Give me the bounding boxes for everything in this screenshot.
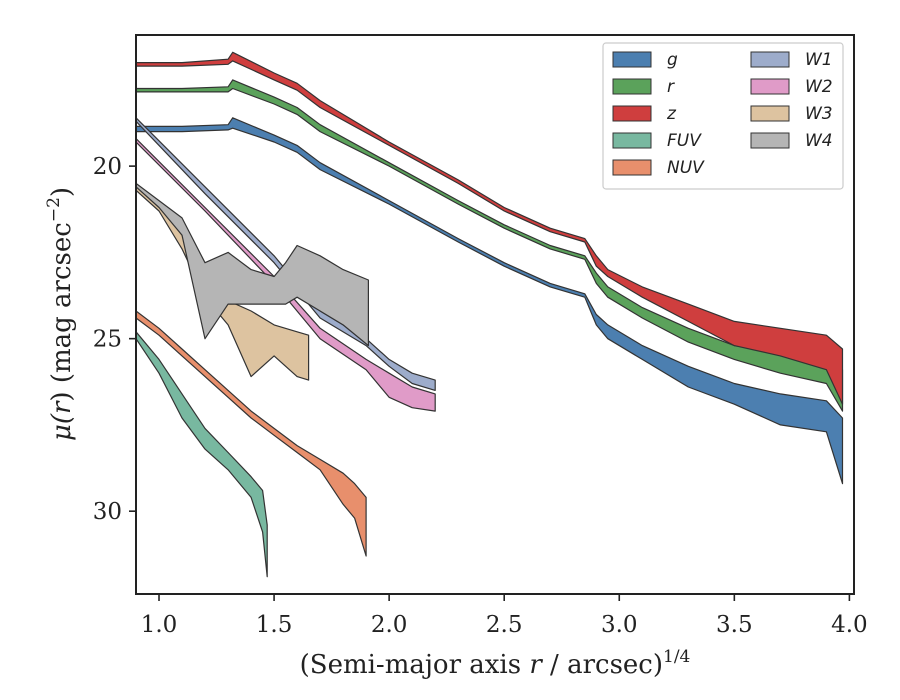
legend-label-r: r — [667, 77, 675, 97]
y-tick-label: 25 — [93, 327, 122, 353]
legend-label-w2: W2 — [805, 77, 833, 97]
series-layer — [136, 51, 844, 578]
plot-frame — [135, 34, 855, 595]
legend-swatch-w4 — [750, 132, 790, 149]
x-tick-label: 1.0 — [141, 612, 178, 638]
legend: grz FUV NUV W1 W2 W3 W4 — [602, 42, 844, 190]
series-band-w2 — [136, 137, 436, 412]
legend-swatch-nuv — [612, 159, 652, 176]
x-axis-label: (Semi-major axis r / arcsec)1/4 — [300, 647, 691, 680]
legend-label-w3: W3 — [805, 104, 833, 124]
series-band-fuv — [136, 331, 268, 578]
x-tick-label: 2.5 — [486, 612, 523, 638]
legend-swatch-w3 — [750, 105, 790, 122]
x-tick-label: 3.5 — [716, 612, 753, 638]
legend-label-w4: W4 — [805, 131, 833, 151]
legend-label-w1: W1 — [805, 50, 833, 70]
series-band-g — [136, 117, 844, 485]
legend-swatch-g — [612, 51, 652, 68]
legend-swatch-w1 — [750, 51, 790, 68]
x-axis-ticks: 1.0 1.5 2.0 2.5 3.0 3.5 4.0 — [141, 594, 868, 638]
legend-label-nuv: NUV — [667, 158, 705, 178]
x-tick-label: 1.5 — [256, 612, 293, 638]
series-band-r — [136, 79, 844, 412]
series-band-z — [136, 51, 844, 405]
y-axis-ticks: 20 25 30 — [93, 154, 136, 525]
y-tick-label: 30 — [93, 499, 122, 525]
series-band-nuv — [136, 310, 367, 557]
legend-swatch-w2 — [750, 78, 790, 95]
series-band-w4 — [136, 182, 369, 347]
legend-label-g: g — [667, 50, 678, 70]
x-tick-label: 4.0 — [831, 612, 868, 638]
x-tick-label: 3.0 — [601, 612, 638, 638]
legend-label-fuv: FUV — [667, 131, 702, 151]
legend-label-z: z — [666, 104, 677, 124]
legend-swatch-fuv — [612, 132, 652, 149]
y-tick-label: 20 — [93, 154, 122, 180]
y-axis-label: μ(r) (mag arcsec−2) — [44, 187, 77, 441]
legend-swatch-r — [612, 78, 652, 95]
legend-swatch-z — [612, 105, 652, 122]
x-tick-label: 2.0 — [371, 612, 408, 638]
